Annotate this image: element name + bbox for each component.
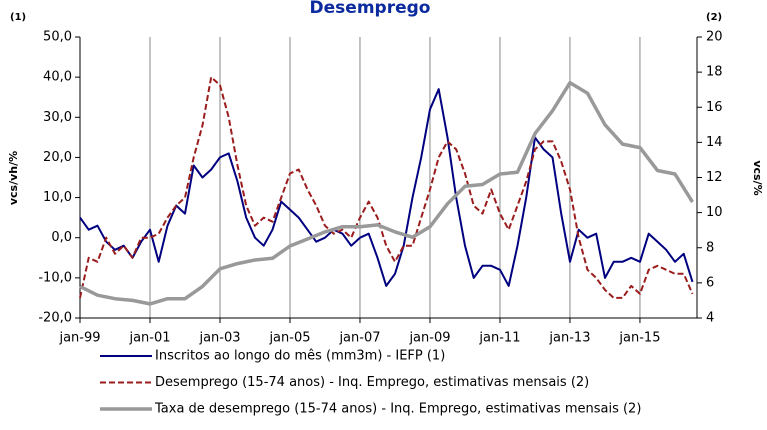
y-tick-label: 30,0 bbox=[43, 110, 72, 125]
x-tick-label: jan-15 bbox=[618, 331, 660, 346]
y-tick-label: -20,0 bbox=[38, 311, 72, 326]
x-tick-label: jan-11 bbox=[478, 331, 520, 346]
x-tick-label: jan-09 bbox=[408, 331, 450, 346]
series-line bbox=[79, 80, 694, 306]
y2-axis-label: vcs/% bbox=[751, 160, 764, 195]
y-tick-label: 50,0 bbox=[43, 30, 72, 45]
y2-tick-label: 20 bbox=[706, 30, 723, 45]
x-tick-label: jan-07 bbox=[338, 331, 380, 346]
y2-tick-label: 12 bbox=[706, 170, 723, 185]
y-tick-label: 10,0 bbox=[43, 190, 72, 205]
y-tick-label: 20,0 bbox=[43, 150, 72, 165]
y2-tick-label: 16 bbox=[706, 100, 723, 115]
left-axis-note: (1) bbox=[10, 12, 26, 23]
x-tick-label: jan-01 bbox=[128, 331, 170, 346]
y2-tick-label: 10 bbox=[706, 205, 723, 220]
y-tick-label: 0,0 bbox=[51, 230, 72, 245]
legend-label: Inscritos ao longo do mês (mm3m) - IEFP … bbox=[155, 349, 445, 364]
y2-tick-label: 14 bbox=[706, 135, 723, 150]
y-axis-label: vcs/vh/% bbox=[7, 151, 20, 205]
legend-label: Taxa de desemprego (15-74 anos) - Inq. E… bbox=[154, 402, 641, 417]
y-tick-label: 40,0 bbox=[43, 70, 72, 85]
y2-tick-label: 8 bbox=[706, 240, 714, 255]
y-tick-label: -10,0 bbox=[38, 270, 72, 285]
right-axis-note: (2) bbox=[706, 12, 722, 23]
legend-label: Desemprego (15-74 anos) - Inq. Emprego, … bbox=[155, 375, 589, 390]
y2-tick-label: 6 bbox=[706, 275, 714, 290]
chart-title: Desemprego bbox=[310, 0, 431, 18]
y2-tick-label: 18 bbox=[706, 65, 723, 80]
x-tick-label: jan-99 bbox=[58, 331, 100, 346]
series-line bbox=[79, 88, 694, 287]
x-tick-label: jan-13 bbox=[548, 331, 590, 346]
y2-tick-label: 4 bbox=[706, 311, 714, 326]
x-tick-label: jan-05 bbox=[268, 331, 310, 346]
x-tick-label: jan-03 bbox=[198, 331, 240, 346]
series-line bbox=[79, 76, 694, 299]
